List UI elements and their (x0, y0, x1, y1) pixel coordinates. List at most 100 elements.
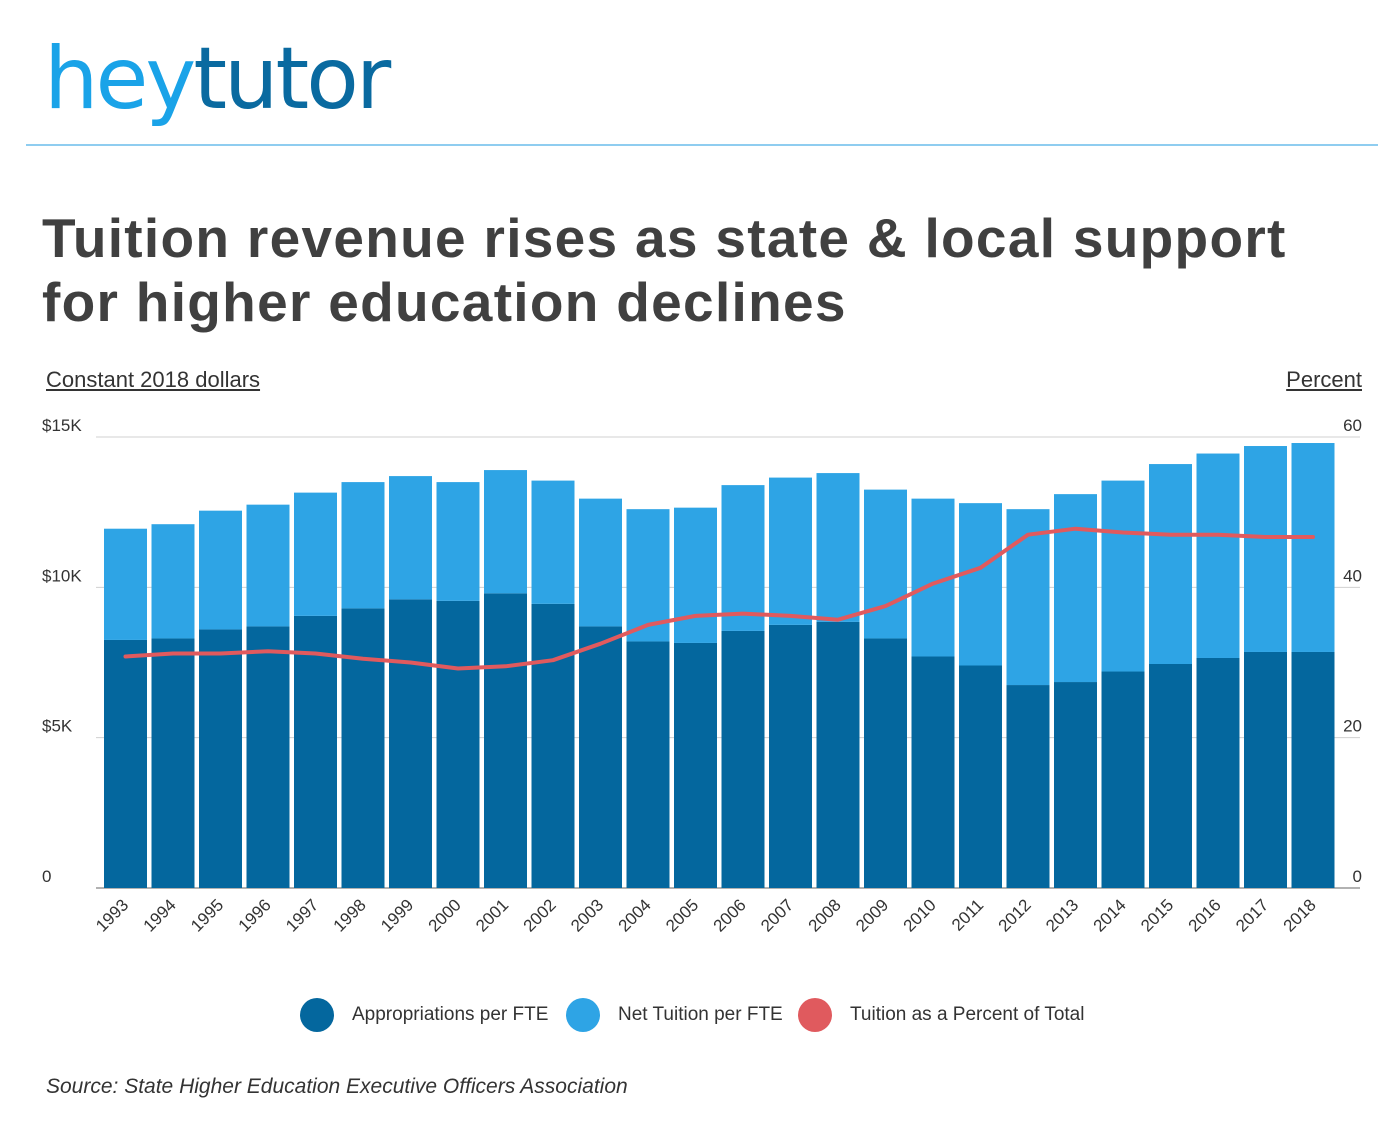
bar-appropriations (959, 665, 1002, 888)
bar-appropriations (1054, 682, 1097, 888)
x-tick-label: 2015 (1137, 895, 1177, 935)
bar-net-tuition (959, 503, 1002, 666)
y-right-tick-label: 0 (1353, 867, 1362, 886)
logo-tutor: tutor (193, 29, 391, 129)
bar-net-tuition (769, 477, 812, 625)
y-right-tick-label: 60 (1343, 416, 1362, 435)
bar-appropriations (341, 608, 385, 888)
x-tick-label: 2002 (520, 895, 560, 935)
bar-net-tuition (1244, 446, 1287, 652)
legend-item-appropriations: Appropriations per FTE (300, 998, 548, 1032)
x-tick-label: 2012 (995, 895, 1035, 935)
legend-label-net-tuition: Net Tuition per FTE (618, 1004, 783, 1025)
y-right-tick-label: 40 (1343, 566, 1362, 585)
bar-net-tuition (864, 489, 907, 639)
bar-net-tuition (341, 482, 385, 609)
x-tick-label: 2004 (615, 895, 655, 935)
bar-appropriations (104, 639, 147, 888)
bar-appropriations (1149, 664, 1192, 888)
bar-appropriations (246, 626, 290, 888)
x-tick-label: 1999 (377, 895, 417, 935)
bar-net-tuition (484, 470, 527, 594)
bar-appropriations (1006, 685, 1050, 888)
bar-net-tuition (1149, 464, 1192, 665)
y-left-tick-label: $5K (42, 717, 73, 736)
y-left-tick-label: $10K (42, 566, 82, 585)
bar-net-tuition (104, 528, 147, 640)
legend-label-appropriations: Appropriations per FTE (352, 1004, 549, 1025)
x-tick-label: 2010 (900, 895, 940, 935)
bar-net-tuition (674, 507, 717, 643)
bar-net-tuition (579, 498, 622, 627)
x-tick-label: 2009 (852, 895, 892, 935)
bar-net-tuition (1101, 480, 1145, 672)
x-tick-label: 2018 (1280, 895, 1320, 935)
bar-net-tuition (816, 473, 860, 622)
bar-appropriations (199, 629, 242, 888)
x-tick-label: 1998 (330, 895, 370, 935)
x-tick-label: 2013 (1042, 895, 1082, 935)
bar-appropriations (294, 615, 337, 888)
bar-appropriations (531, 603, 575, 888)
x-tick-label: 2016 (1185, 895, 1225, 935)
legend-swatch-appropriations (300, 998, 334, 1032)
legend-swatch-tuition-percent (798, 998, 832, 1032)
bar-appropriations (389, 599, 432, 888)
chart-title: Tuition revenue rises as state & local s… (42, 207, 1287, 333)
bar-net-tuition (199, 510, 242, 630)
y-left-tick-label: $15K (42, 416, 82, 435)
x-tick-label: 2005 (662, 895, 702, 935)
source-note: Source: State Higher Education Executive… (46, 1075, 628, 1098)
legend-item-net-tuition: Net Tuition per FTE (566, 998, 783, 1032)
bar-net-tuition (721, 485, 765, 631)
bar-net-tuition (1291, 443, 1335, 652)
bar-net-tuition (436, 482, 480, 601)
x-tick-label: 2017 (1232, 895, 1272, 935)
y-right-tick-label: 20 (1343, 717, 1362, 736)
bar-net-tuition (294, 492, 337, 616)
x-tick-label: 2008 (805, 895, 845, 935)
x-tick-label: 1993 (92, 895, 132, 935)
bar-appropriations (1291, 651, 1335, 888)
legend-item-tuition-percent: Tuition as a Percent of Total (798, 998, 1084, 1032)
x-tick-label: 1994 (140, 895, 180, 935)
x-tick-label: 2000 (425, 895, 465, 935)
bar-net-tuition (246, 504, 290, 627)
x-tick-label: 1995 (187, 895, 227, 935)
x-tick-label: 2001 (472, 895, 512, 935)
bar-appropriations (911, 656, 955, 888)
bar-appropriations (484, 593, 527, 888)
bar-appropriations (769, 624, 812, 888)
left-axis-title: Constant 2018 dollars (46, 367, 261, 392)
bar-net-tuition (626, 509, 670, 642)
bar-appropriations (1196, 657, 1240, 888)
bar-appropriations (436, 600, 480, 888)
logo-hey: hey (44, 29, 196, 129)
bar-net-tuition (151, 524, 195, 639)
bar-appropriations (1244, 651, 1287, 888)
bar-net-tuition (389, 476, 432, 600)
bar-appropriations (674, 642, 717, 888)
header-divider (26, 144, 1378, 146)
x-tick-label: 2014 (1090, 895, 1130, 935)
x-tick-label: 2007 (757, 895, 797, 935)
legend-swatch-net-tuition (566, 998, 600, 1032)
bar-net-tuition (1006, 509, 1050, 686)
right-axis-title: Percent (1286, 367, 1362, 392)
x-tick-label: 2011 (948, 895, 987, 934)
x-tick-label: 1997 (282, 895, 322, 935)
heytutor-logo: heytutor (44, 36, 391, 122)
x-tick-label: 2006 (710, 895, 750, 935)
bar-appropriations (626, 641, 670, 888)
legend-label-tuition-percent: Tuition as a Percent of Total (850, 1004, 1085, 1025)
bar-appropriations (864, 638, 907, 888)
x-tick-label: 2003 (567, 895, 607, 935)
bar-appropriations (579, 626, 622, 888)
bar-net-tuition (1054, 494, 1097, 683)
bar-appropriations (1101, 671, 1145, 888)
x-tick-label: 1996 (235, 895, 275, 935)
bar-appropriations (816, 621, 860, 888)
chart-legend: Appropriations per FTE Net Tuition per F… (0, 998, 1400, 1032)
y-left-tick-label: 0 (42, 867, 51, 886)
